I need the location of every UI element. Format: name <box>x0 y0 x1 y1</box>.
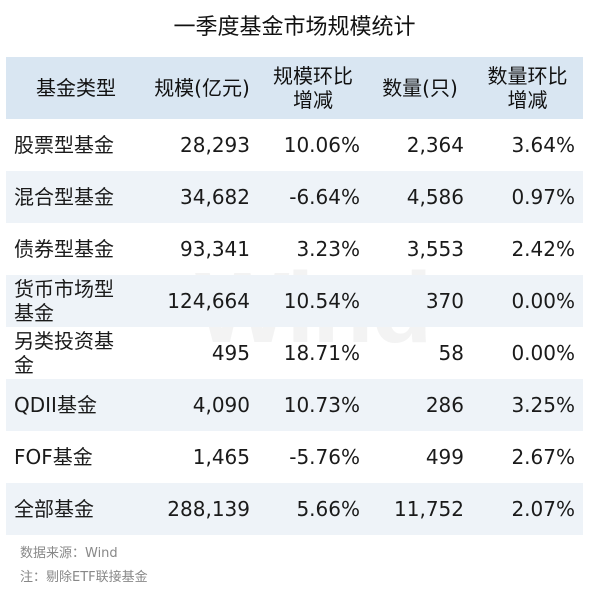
cell-scale: 1,465 <box>192 445 250 469</box>
cell-scale-change: -5.76% <box>289 445 360 469</box>
cell-count-change: 3.25% <box>511 393 575 417</box>
cell-scale-change: 18.71% <box>283 341 360 365</box>
header-scale: 规模(亿元) <box>154 76 250 100</box>
cell-scale: 288,139 <box>167 497 250 521</box>
cell-count-change: 0.00% <box>511 341 575 365</box>
cell-count-change: 2.07% <box>511 497 575 521</box>
data-source-note: 数据来源：Wind <box>20 546 118 561</box>
table-row: 货币市场型 基金 124,664 10.54% 370 0.00% <box>6 275 583 327</box>
cell-fund-type: FOF基金 <box>14 445 93 469</box>
footnote: 注：剔除ETF联接基金 <box>20 570 148 585</box>
cell-fund-type: 债券型基金 <box>14 237 114 261</box>
cell-count: 499 <box>425 445 464 469</box>
cell-scale-change: -6.64% <box>289 185 360 209</box>
cell-count: 58 <box>438 341 464 365</box>
cell-count: 3,553 <box>406 237 464 261</box>
table-row: 混合型基金 34,682 -6.64% 4,586 0.97% <box>6 171 583 223</box>
table-row: 股票型基金 28,293 10.06% 2,364 3.64% <box>6 119 583 171</box>
cell-count: 370 <box>425 289 464 313</box>
cell-count: 2,364 <box>406 133 464 157</box>
header-count: 数量(只) <box>382 76 458 100</box>
table-header-row: 基金类型 规模(亿元) 规模环比 增减 数量(只) 数量环比 增减 <box>6 57 583 119</box>
header-count-change: 数量环比 增减 <box>487 64 568 112</box>
cell-count: 11,752 <box>394 497 464 521</box>
cell-scale-change: 5.66% <box>296 497 360 521</box>
table-row: 全部基金 288,139 5.66% 11,752 2.07% <box>6 483 583 535</box>
cell-scale: 4,090 <box>192 393 250 417</box>
page-title: 一季度基金市场规模统计 <box>173 15 416 40</box>
cell-fund-type: QDII基金 <box>14 393 97 417</box>
header-scale-change: 规模环比 增减 <box>273 64 353 112</box>
cell-fund-type: 股票型基金 <box>14 133 114 157</box>
header-fund-type: 基金类型 <box>36 76 116 100</box>
cell-scale-change: 10.73% <box>283 393 360 417</box>
cell-scale: 93,341 <box>180 237 250 261</box>
cell-count-change: 0.97% <box>511 185 575 209</box>
fund-stats-table: 基金类型 规模(亿元) 规模环比 增减 数量(只) 数量环比 增减 股票型基金 28… <box>6 57 583 535</box>
cell-fund-type: 另类投资基金 <box>14 329 114 377</box>
table-row: FOF基金 1,465 -5.76% 499 2.67% <box>6 431 583 483</box>
cell-scale: 28,293 <box>180 133 250 157</box>
cell-scale-change: 3.23% <box>296 237 360 261</box>
cell-scale-change: 10.54% <box>283 289 360 313</box>
cell-scale: 124,664 <box>167 289 250 313</box>
cell-fund-type: 混合型基金 <box>14 185 114 209</box>
cell-fund-type: 全部基金 <box>14 497 94 521</box>
cell-scale: 34,682 <box>180 185 250 209</box>
table-row: 债券型基金 93,341 3.23% 3,553 2.42% <box>6 223 583 275</box>
table-row: 另类投资基金 495 18.71% 58 0.00% <box>6 327 583 379</box>
cell-count: 286 <box>425 393 464 417</box>
cell-count-change: 2.42% <box>511 237 575 261</box>
cell-count-change: 2.67% <box>511 445 575 469</box>
cell-scale: 495 <box>211 341 250 365</box>
cell-count: 4,586 <box>406 185 464 209</box>
cell-fund-type: 货币市场型 基金 <box>14 277 114 325</box>
table-row: QDII基金 4,090 10.73% 286 3.25% <box>6 379 583 431</box>
cell-count-change: 0.00% <box>511 289 575 313</box>
cell-scale-change: 10.06% <box>283 133 360 157</box>
cell-count-change: 3.64% <box>511 133 575 157</box>
